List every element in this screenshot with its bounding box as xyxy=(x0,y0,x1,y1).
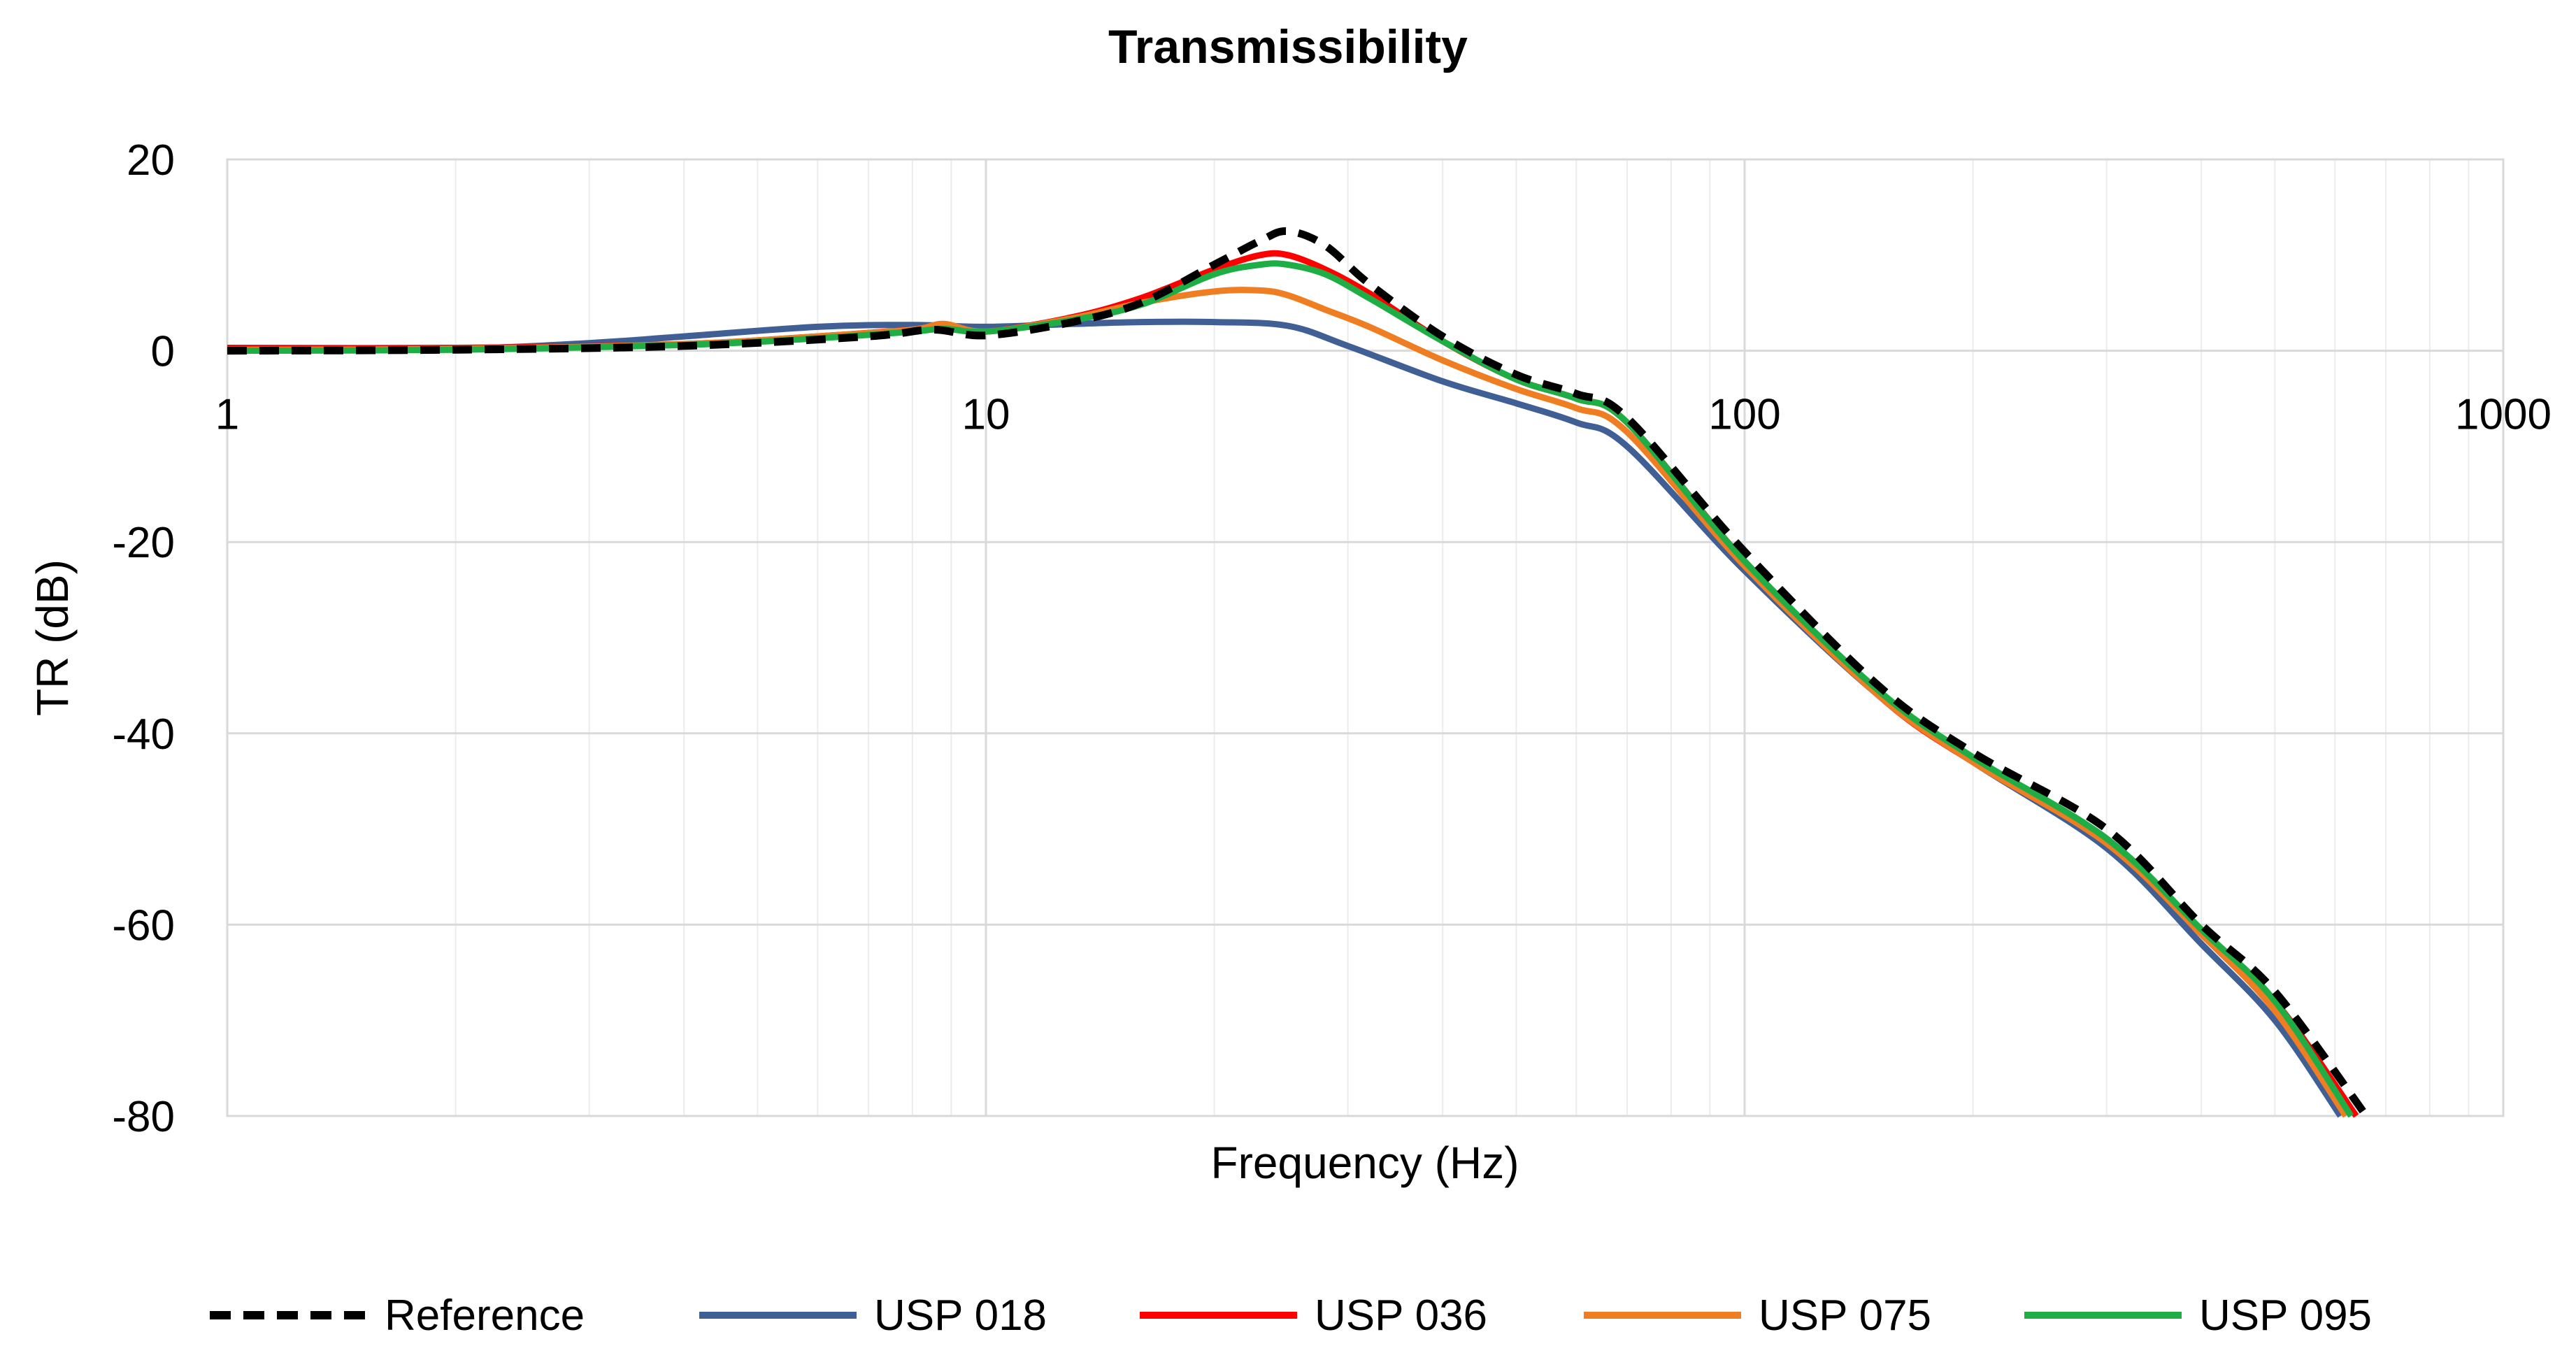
x-axis-label: Frequency (Hz) xyxy=(1211,1138,1519,1188)
y-tick-label: -20 xyxy=(112,519,175,567)
x-tick-label: 10 xyxy=(962,391,1010,439)
legend: Reference USP 018 USP 036 USP 075 USP 095 xyxy=(210,1291,2372,1340)
x-tick-label: 100 xyxy=(1708,391,1780,439)
y-tick-label: -80 xyxy=(112,1093,175,1141)
minor-gridlines xyxy=(455,159,2470,1116)
series-line-usp-018 xyxy=(227,318,2343,1118)
y-axis-tick-labels: 20 0 -20 -40 -60 -80 xyxy=(112,136,175,1141)
legend-label: Reference xyxy=(385,1291,585,1340)
y-axis-label: TR (dB) xyxy=(27,559,78,716)
legend-label: USP 075 xyxy=(1759,1291,1931,1340)
legend-label: USP 095 xyxy=(2199,1291,2372,1340)
chart-title: Transmissibility xyxy=(1108,20,1468,73)
y-tick-label: -60 xyxy=(112,901,175,950)
series-line-usp-075 xyxy=(227,287,2349,1118)
y-tick-label: -40 xyxy=(112,710,175,759)
major-gridlines xyxy=(226,158,2505,1117)
series-lines xyxy=(227,227,2370,1119)
x-tick-label: 1 xyxy=(215,391,239,439)
plot-area-border xyxy=(226,158,2505,1117)
y-tick-label: 0 xyxy=(151,328,175,376)
legend-label: USP 018 xyxy=(874,1291,1047,1340)
series-line-usp-095 xyxy=(227,260,2354,1118)
y-tick-label: 20 xyxy=(127,136,175,185)
x-axis-tick-labels: 1 10 100 1000 xyxy=(215,391,2552,439)
legend-label: USP 036 xyxy=(1315,1291,1487,1340)
series-line-usp-036 xyxy=(227,250,2359,1118)
x-tick-label: 1000 xyxy=(2455,391,2552,439)
series-line-reference xyxy=(227,227,2370,1119)
